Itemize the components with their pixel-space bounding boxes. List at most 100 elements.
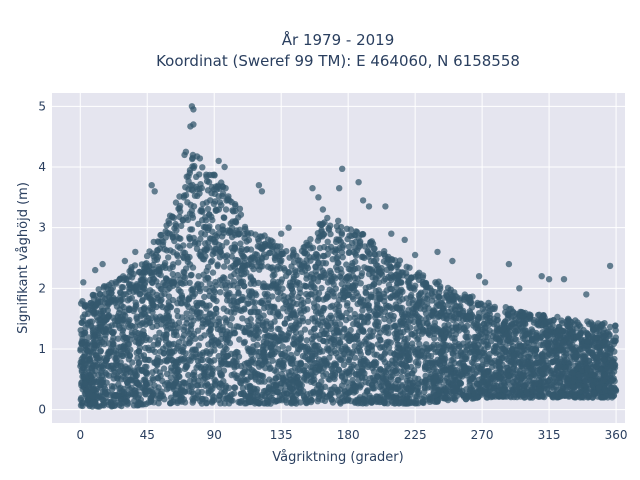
data-point: [501, 346, 508, 354]
data-point: [180, 396, 188, 403]
data-point: [230, 357, 237, 365]
data-point: [341, 284, 349, 291]
data-point: [240, 389, 247, 397]
data-point: [255, 317, 262, 325]
data-point: [419, 274, 426, 281]
data-point: [244, 376, 251, 383]
data-point: [105, 372, 113, 379]
data-point: [94, 317, 102, 324]
data-point: [170, 214, 178, 221]
data-point: [89, 363, 96, 370]
chart-title-line-1: År 1979 - 2019: [282, 30, 395, 49]
data-point: [428, 290, 435, 297]
data-point: [293, 383, 300, 390]
data-point: [187, 338, 194, 345]
data-point: [307, 390, 314, 397]
data-point: [431, 370, 439, 377]
data-point: [99, 396, 106, 403]
data-point: [160, 365, 168, 372]
data-point: [399, 296, 406, 303]
data-point: [162, 343, 170, 350]
data-point: [180, 268, 187, 276]
data-point: [373, 299, 381, 306]
data-point: [261, 326, 269, 334]
data-point: [445, 301, 452, 308]
data-point: [346, 249, 353, 256]
data-point: [317, 273, 325, 280]
data-point: [195, 220, 202, 228]
data-point: [170, 331, 178, 339]
data-point: [226, 289, 233, 297]
data-point: [329, 399, 337, 406]
data-point: [149, 323, 156, 331]
data-point: [327, 230, 334, 238]
data-point: [270, 332, 277, 339]
data-point: [183, 319, 190, 327]
data-point: [330, 336, 338, 344]
data-point: [471, 343, 479, 350]
data-point: [406, 279, 413, 286]
data-point: [501, 332, 508, 340]
data-point: [528, 371, 535, 378]
data-point: [206, 171, 213, 179]
data-point: [218, 372, 226, 379]
data-point: [448, 364, 455, 371]
data-point: [161, 262, 168, 269]
data-point: [490, 315, 498, 322]
data-point: [284, 378, 291, 386]
data-point: [231, 364, 238, 371]
data-point: [161, 396, 168, 403]
data-point: [230, 326, 237, 333]
data-point: [255, 235, 262, 243]
data-point: [241, 223, 249, 231]
data-point: [95, 286, 102, 293]
data-point: [293, 349, 301, 357]
data-point: [479, 356, 486, 363]
data-point: [168, 367, 175, 374]
data-point: [334, 388, 342, 395]
data-point: [187, 226, 194, 233]
data-point: [158, 321, 165, 328]
data-point: [223, 297, 231, 304]
data-point: [303, 290, 310, 298]
data-point: [162, 323, 170, 330]
data-point: [284, 308, 291, 315]
data-point: [538, 315, 546, 322]
data-point: [285, 345, 292, 352]
data-point: [338, 274, 345, 282]
data-point: [564, 379, 571, 386]
data-point: [138, 311, 145, 318]
data-point: [301, 367, 308, 374]
data-point: [140, 305, 148, 312]
data-point: [166, 220, 173, 227]
data-point: [185, 371, 192, 379]
data-point: [318, 314, 326, 322]
data-point: [335, 303, 343, 310]
data-point: [179, 217, 187, 224]
data-point: [606, 332, 613, 340]
data-point: [274, 388, 282, 396]
data-point: [198, 230, 205, 237]
data-point: [434, 341, 441, 349]
data-point: [476, 351, 483, 358]
data-point: [220, 263, 228, 270]
data-point: [120, 388, 128, 396]
data-point: [312, 268, 319, 275]
data-point: [217, 248, 224, 255]
data-point: [344, 330, 351, 337]
data-point: [352, 398, 359, 406]
data-point: [311, 342, 318, 350]
data-point: [142, 378, 149, 385]
data-point: [77, 402, 85, 409]
data-point: [353, 289, 360, 297]
data-point: [247, 246, 255, 253]
data-point: [352, 258, 359, 265]
data-point: [114, 375, 121, 382]
data-point: [273, 397, 280, 405]
data-point: [257, 299, 264, 306]
data-point: [173, 307, 181, 315]
data-points: [77, 103, 620, 410]
data-point: [206, 211, 213, 218]
data-point: [204, 205, 212, 213]
